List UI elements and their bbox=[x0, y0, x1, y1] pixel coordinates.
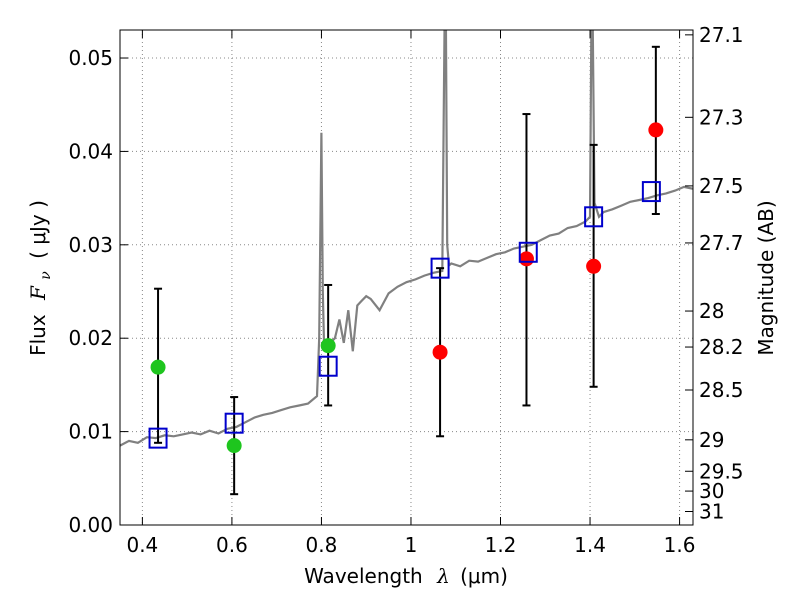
red-data-point bbox=[648, 122, 664, 138]
model-square-point bbox=[518, 241, 538, 263]
y-tick-label: 0.03 bbox=[68, 233, 113, 257]
red-data-point bbox=[518, 251, 534, 267]
y-tick-label: 0.04 bbox=[68, 139, 113, 163]
grid-lines bbox=[120, 30, 693, 526]
y2-tick-label: 29.5 bbox=[699, 459, 744, 483]
y-axis-label-main: Flux bbox=[26, 314, 50, 356]
data-markers bbox=[148, 122, 664, 454]
y2-tick-label: 27.5 bbox=[699, 174, 744, 198]
x-tick-label: 1.4 bbox=[574, 533, 606, 557]
y2-tick-label: 31 bbox=[699, 500, 724, 524]
y-tick-label: 0.00 bbox=[68, 513, 113, 537]
plot-frame bbox=[119, 29, 694, 526]
y2-tick-label: 27.7 bbox=[699, 231, 744, 255]
model-square-point bbox=[148, 427, 168, 449]
red-data-point bbox=[432, 344, 448, 360]
x-axis-label-unit: (μm) bbox=[460, 564, 508, 588]
y-tick-label: 0.05 bbox=[68, 46, 113, 70]
model-square-point bbox=[641, 181, 661, 203]
x-axis-label-main: Wavelength bbox=[304, 564, 423, 588]
y-axis-label-unit: ( μJy ) bbox=[26, 200, 50, 259]
model-square-point bbox=[430, 257, 450, 279]
y-axis-label-sub: ν bbox=[38, 271, 54, 280]
y-tick-label: 0.01 bbox=[68, 420, 113, 444]
green-data-point bbox=[320, 338, 336, 354]
model-square-point bbox=[224, 412, 244, 434]
y2-tick-label: 29 bbox=[699, 428, 724, 452]
model-square-point bbox=[584, 206, 604, 228]
y2-tick-label: 28.2 bbox=[699, 335, 744, 359]
x-tick-label: 0.8 bbox=[306, 533, 338, 557]
x-tick-label: 1 bbox=[405, 533, 418, 557]
green-data-point bbox=[226, 438, 242, 454]
y2-tick-label: 27.3 bbox=[699, 105, 744, 129]
y-tick-label: 0.02 bbox=[68, 326, 113, 350]
x-tick-label: 1.6 bbox=[664, 533, 696, 557]
red-data-point bbox=[586, 258, 602, 274]
green-data-point bbox=[150, 359, 166, 375]
x-tick-label: 0.4 bbox=[126, 533, 158, 557]
x-axis-label-symbol: λ bbox=[436, 564, 450, 588]
x-tick-label: 0.6 bbox=[216, 533, 248, 557]
spectrum-line bbox=[120, 30, 693, 447]
model-square-point bbox=[318, 355, 338, 377]
error-bars bbox=[154, 45, 660, 496]
y2-tick-label: 27.1 bbox=[699, 23, 744, 47]
y2-tick-label: 30 bbox=[699, 479, 724, 503]
y-axis-label: Flux F ν ( μJy ) bbox=[26, 200, 55, 356]
x-axis-label: Wavelength λ (μm) bbox=[304, 564, 508, 588]
y2-tick-label: 28 bbox=[699, 299, 724, 323]
x-tick-label: 1.2 bbox=[485, 533, 517, 557]
y2-tick-label: 28.5 bbox=[699, 378, 744, 402]
y-axis-label-symbol: F bbox=[26, 285, 50, 301]
y2-axis-label: Magnitude (AB) bbox=[754, 200, 778, 355]
axis-ticks: 0.4 0.6 0.8 1 1.2 1.4 1.6 0.00 0.01 0.02 0.03 0.04 0… bbox=[68, 23, 743, 557]
